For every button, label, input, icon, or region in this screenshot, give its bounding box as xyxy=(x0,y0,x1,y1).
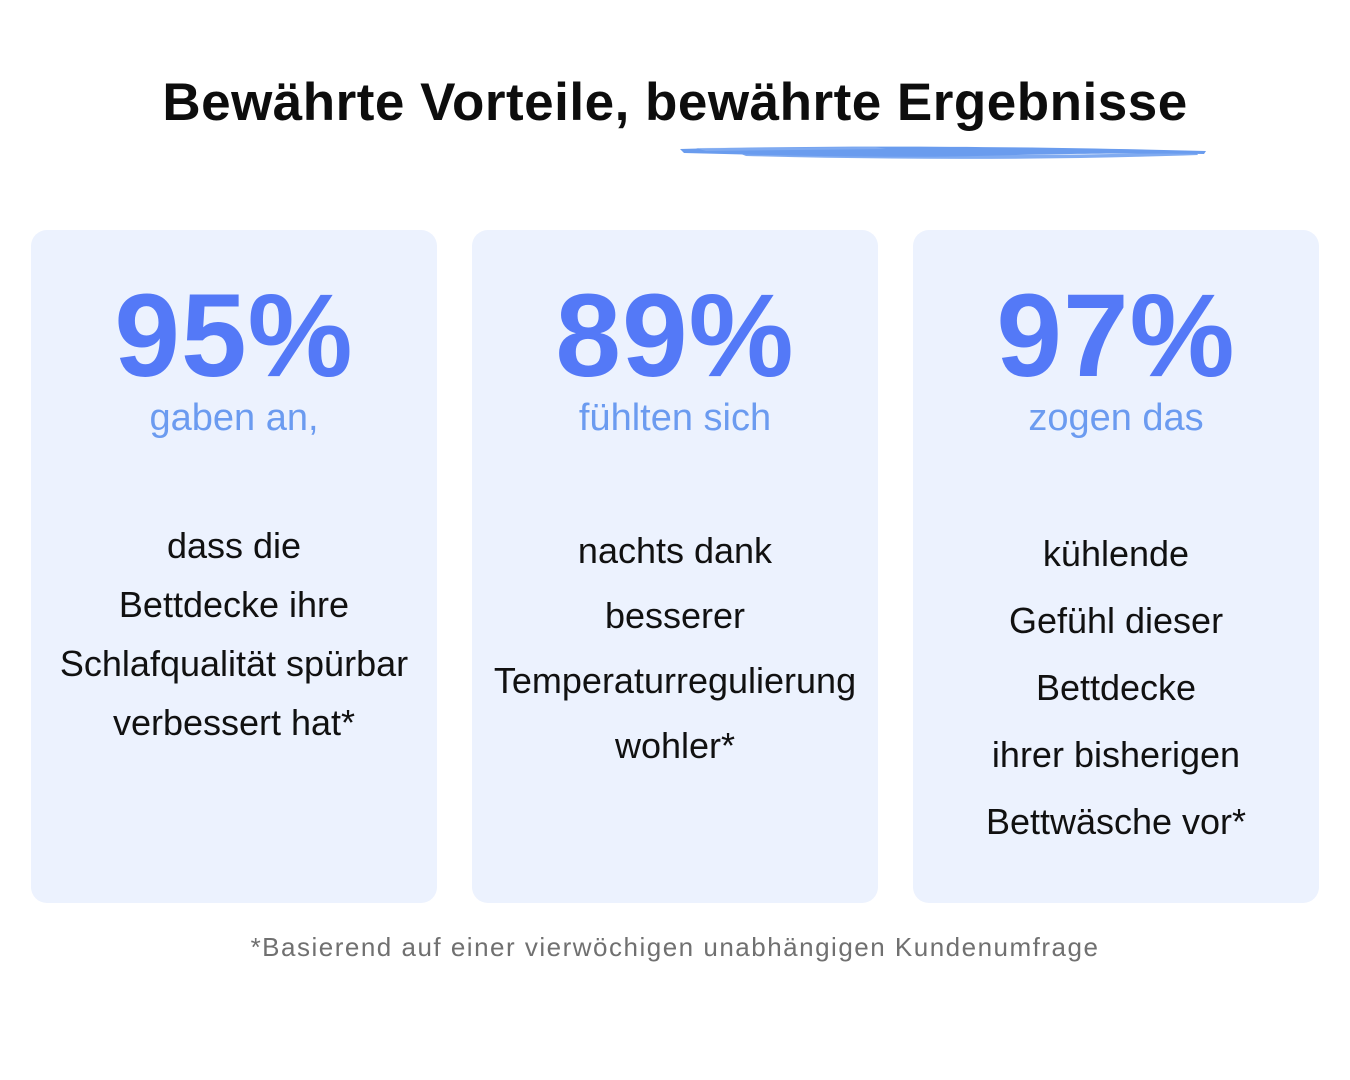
description-line: Bettwäsche vor* xyxy=(985,801,1247,842)
stat-lead: gaben an, xyxy=(149,397,319,439)
stat-value: 89% xyxy=(555,270,795,402)
brush-underline xyxy=(680,146,1206,159)
description-line: nachts dank xyxy=(577,530,773,571)
stat-lead: zogen das xyxy=(1028,397,1204,439)
description-line: dass die xyxy=(166,525,302,566)
stat-description: kühlende Gefühl dieser Bettdecke ihrer b… xyxy=(913,520,1319,855)
survey-footnote: *Basierend auf einer vierwöchigen unabhä… xyxy=(250,932,1100,962)
description-line: kühlende xyxy=(1042,533,1190,574)
description-line: verbessert hat* xyxy=(112,702,356,743)
description-line: Temperaturregulierung xyxy=(493,660,857,701)
description-line: Gefühl dieser xyxy=(1008,600,1224,641)
stat-card-sleep-quality: 95% gaben an, dass die Bettdecke ihre Sc… xyxy=(31,230,437,903)
stat-card-temperature: 89% fühlten sich nachts dank besserer Te… xyxy=(472,230,878,903)
stat-description: dass die Bettdecke ihre Schlafqualität s… xyxy=(31,516,437,752)
stat-value: 95% xyxy=(114,270,354,402)
stat-lead: fühlten sich xyxy=(578,397,772,439)
description-line: wohler* xyxy=(614,725,736,766)
description-line: Schlafqualität spürbar xyxy=(59,643,409,684)
stat-value: 97% xyxy=(996,270,1236,402)
description-line: Bettdecke ihre xyxy=(118,584,350,625)
page-title: Bewährte Vorteile, bewährte Ergebnisse xyxy=(162,73,1188,132)
stat-description: nachts dank besserer Temperaturregulieru… xyxy=(472,518,878,778)
stat-card-cooling: 97% zogen das kühlende Gefühl dieser Bet… xyxy=(913,230,1319,903)
description-line: ihrer bisherigen xyxy=(991,734,1241,775)
description-line: Bettdecke xyxy=(1035,667,1197,708)
description-line: besserer xyxy=(604,595,746,636)
